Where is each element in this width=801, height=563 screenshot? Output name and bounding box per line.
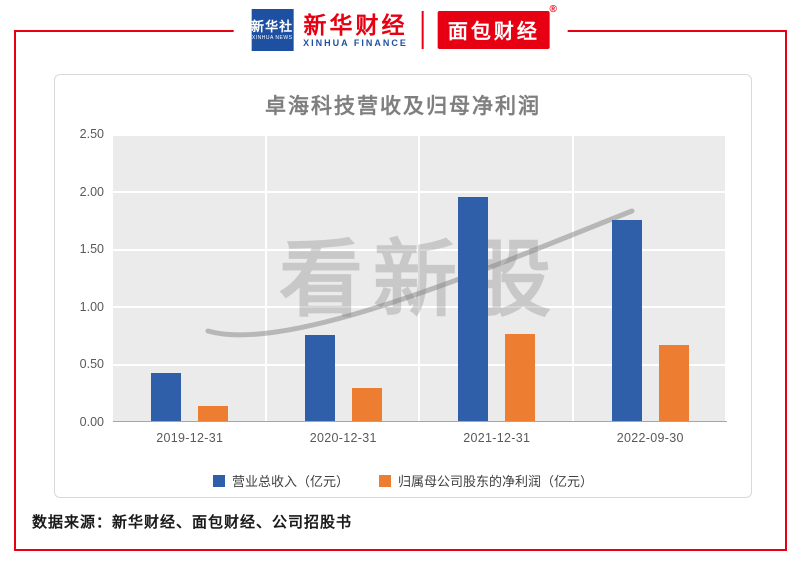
h-gridline	[113, 134, 727, 136]
bar-revenue	[611, 220, 642, 421]
y-tick-label: 0.50	[79, 357, 104, 372]
bar-group	[267, 134, 421, 421]
bar-net-profit	[351, 387, 382, 421]
xinhua-finance-subtitle: XINHUA FINANCE	[303, 38, 408, 49]
y-tick-label: 1.00	[79, 299, 104, 314]
bar-groups	[113, 134, 727, 421]
bar-group	[420, 134, 574, 421]
y-tick-label: 2.00	[79, 184, 104, 199]
legend-swatch	[212, 474, 225, 487]
chart-legend: 营业总收入（亿元） 归属母公司股东的净利润（亿元）	[55, 471, 751, 490]
v-gridline	[418, 134, 420, 421]
y-tick-label: 1.50	[79, 242, 104, 257]
bar-revenue	[304, 334, 335, 421]
logo-bar: 新华社 XINHUA NEWS 新华财经 XINHUA FINANCE 面包财经…	[233, 4, 568, 54]
bar-net-profit	[505, 333, 536, 421]
data-source: 数据来源：新华财经、面包财经、公司招股书	[32, 514, 353, 531]
h-gridline	[113, 248, 727, 251]
legend-swatch	[379, 474, 391, 487]
xinhua-agency-subtitle: XINHUA NEWS	[251, 34, 293, 41]
chart-card: 卓海科技营收及归母净利润 2.50 2.00 1.50 1.00 0.50 0.00 看新…	[54, 74, 752, 498]
registered-mark: ®	[549, 4, 557, 15]
bar-group	[574, 134, 728, 421]
bar-revenue	[151, 372, 182, 421]
v-gridline	[264, 134, 267, 421]
v-gridline	[571, 134, 574, 421]
xinhua-agency-name: 新华社	[251, 18, 294, 34]
legend-label: 归属母公司股东的净利润（亿元）	[398, 474, 594, 489]
legend-item: 归属母公司股东的净利润（亿元）	[379, 471, 593, 490]
x-axis-labels: 2019-12-31 2020-12-31 2021-12-31 2022-09-30	[113, 431, 727, 445]
y-tick-label: 0.00	[79, 415, 104, 429]
h-gridline	[113, 191, 727, 194]
bread-finance-name: 面包财经	[437, 11, 550, 49]
chart-title: 卓海科技营收及归母净利润	[265, 95, 541, 118]
plot-wrap: 看新股 2019-12-31 2020-12-31 2021-12-31 2022-0…	[113, 134, 727, 445]
legend-label: 营业总收入（亿元）	[231, 474, 349, 489]
xinhua-news-agency-logo: 新华社 XINHUA NEWS	[251, 9, 294, 51]
logo-divider	[421, 11, 424, 49]
bar-revenue	[458, 197, 489, 421]
x-tick-label: 2019-12-31	[156, 431, 224, 445]
bar-group	[113, 134, 267, 421]
chart-body: 2.50 2.00 1.50 1.00 0.50 0.00 看新股 2019-12-31 2…	[67, 127, 727, 445]
bar-net-profit	[198, 406, 229, 421]
xinhua-finance-logo: 新华财经 XINHUA FINANCE	[303, 12, 408, 48]
x-tick-label: 2020-12-31	[309, 431, 377, 445]
y-tick-label: 2.50	[79, 127, 104, 141]
legend-item: 营业总收入（亿元）	[212, 471, 349, 490]
xinhua-finance-name: 新华财经	[303, 11, 408, 38]
x-tick-label: 2021-12-31	[463, 431, 531, 445]
h-gridline	[113, 306, 727, 309]
bar-net-profit	[658, 345, 689, 421]
h-gridline	[113, 363, 727, 366]
v-gridline	[725, 134, 727, 421]
x-tick-label: 2022-09-30	[616, 431, 684, 445]
bread-finance-logo: 面包财经 ®	[437, 4, 557, 49]
plot-area: 看新股	[113, 134, 727, 422]
y-axis: 2.50 2.00 1.50 1.00 0.50 0.00	[67, 127, 113, 429]
